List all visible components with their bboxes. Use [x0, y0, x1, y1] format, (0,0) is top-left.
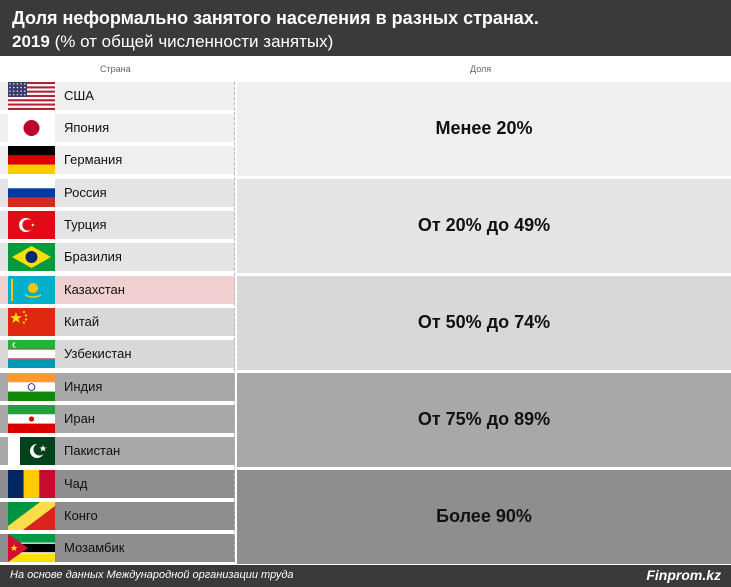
- country-name: США: [64, 88, 94, 103]
- country-name: Индия: [64, 379, 103, 394]
- share-band: Менее 20%: [237, 82, 731, 176]
- country-name: Турция: [64, 217, 107, 232]
- country-row: Индия: [0, 373, 235, 401]
- country-row: Бразилия: [0, 243, 235, 271]
- country-row: Япония: [0, 114, 235, 142]
- country-name: Конго: [64, 508, 98, 523]
- country-name: Мозамбик: [64, 540, 125, 555]
- share-band: Более 90%: [237, 470, 731, 564]
- chart-year: 2019: [12, 32, 50, 51]
- mozambique-flag-icon: [8, 534, 55, 562]
- germany-flag-icon: [8, 146, 55, 174]
- china-flag-icon: [8, 308, 55, 336]
- japan-flag-icon: [8, 114, 55, 142]
- country-name: Япония: [64, 120, 110, 135]
- country-row: Германия: [0, 146, 235, 174]
- congo-flag-icon: [8, 502, 55, 530]
- share-band-label: Более 90%: [436, 506, 532, 526]
- share-band-label: От 20% до 49%: [417, 215, 551, 235]
- country-name: Иран: [64, 411, 95, 426]
- kazakhstan-flag-icon: [8, 276, 55, 304]
- share-band: От 20% до 49%: [237, 179, 731, 273]
- uzbekistan-flag-icon: [8, 340, 55, 368]
- usa-flag-icon: [8, 82, 55, 110]
- share-band: От 75% до 89%: [237, 373, 731, 467]
- country-name: Россия: [64, 185, 107, 200]
- chart-footer: На основе данных Международной организац…: [0, 565, 731, 587]
- chart-header: Доля неформально занятого населения в ра…: [0, 0, 731, 56]
- column-divider: [234, 82, 235, 557]
- brazil-flag-icon: [8, 243, 55, 271]
- country-row: Турция: [0, 211, 235, 239]
- russia-flag-icon: [8, 179, 55, 207]
- country-name: Германия: [64, 152, 123, 167]
- chart-title: Доля неформально занятого населения в ра…: [12, 8, 539, 28]
- country-row: Узбекистан: [0, 340, 235, 368]
- country-name: Пакистан: [64, 443, 121, 458]
- column-header-country: Страна: [100, 64, 131, 74]
- country-row: Мозамбик: [0, 534, 235, 562]
- country-row: США: [0, 82, 235, 110]
- country-name: Бразилия: [64, 249, 122, 264]
- share-band-label: От 75% до 89%: [417, 409, 551, 429]
- share-band-label: От 50% до 74%: [417, 312, 551, 332]
- country-row: Конго: [0, 502, 235, 530]
- pakistan-flag-icon: [8, 437, 55, 465]
- iran-flag-icon: [8, 405, 55, 433]
- india-flag-icon: [8, 373, 55, 401]
- country-row: Пакистан: [0, 437, 235, 465]
- chart-subtitle-line: 2019 (% от общей численности занятых): [12, 30, 719, 54]
- country-row: Китай: [0, 308, 235, 336]
- country-row: Казахстан: [0, 276, 235, 304]
- country-row: Иран: [0, 405, 235, 433]
- share-table: Менее 20% США Япония Германия От 20% до 49% Р…: [0, 82, 731, 564]
- turkey-flag-icon: [8, 211, 55, 239]
- country-name: Чад: [64, 476, 88, 491]
- column-header-share: Доля: [470, 64, 492, 74]
- country-name: Китай: [64, 314, 100, 329]
- country-row: Чад: [0, 470, 235, 498]
- country-name: Казахстан: [64, 282, 125, 297]
- share-band: От 50% до 74%: [237, 276, 731, 370]
- chart-subtitle: (% от общей численности занятых): [54, 32, 334, 51]
- country-row: Россия: [0, 179, 235, 207]
- country-name: Узбекистан: [64, 346, 132, 361]
- share-band-label: Менее 20%: [435, 118, 533, 138]
- source-note: На основе данных Международной организац…: [10, 569, 294, 581]
- chad-flag-icon: [8, 470, 55, 498]
- brand-logo: Finprom.kz: [646, 567, 721, 583]
